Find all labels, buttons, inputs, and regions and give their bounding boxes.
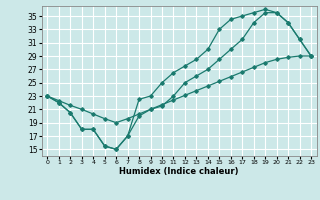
X-axis label: Humidex (Indice chaleur): Humidex (Indice chaleur) (119, 167, 239, 176)
